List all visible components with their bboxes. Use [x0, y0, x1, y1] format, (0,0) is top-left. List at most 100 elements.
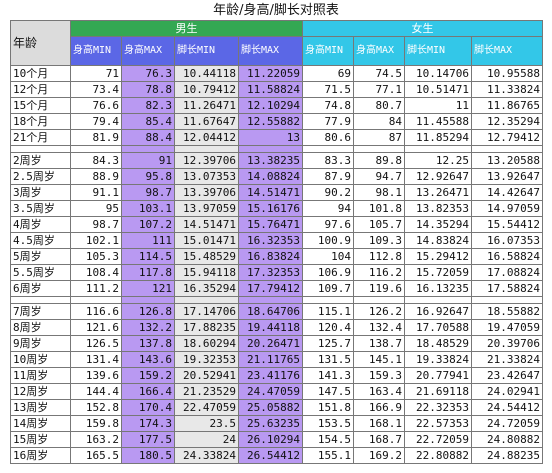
value-cell: 11.67647: [174, 113, 239, 130]
column-header-row: 身高MIN 身高MAX 脚长MIN 脚长MAX 身高MIN 身高MAX 脚长MI…: [11, 36, 543, 66]
divider-cell: [404, 296, 472, 304]
value-cell: 24.54412: [471, 399, 543, 416]
girl-height-max-header: 身高MAX: [353, 36, 405, 66]
value-cell: 19.33824: [404, 351, 472, 368]
value-cell: 13.39706: [174, 184, 239, 201]
value-cell: 25.63235: [238, 415, 303, 432]
value-cell: 15.94118: [174, 264, 239, 281]
value-cell: 24.02941: [471, 383, 543, 400]
value-cell: 11: [404, 97, 472, 114]
value-cell: 12.55882: [238, 113, 303, 130]
value-cell: 20.39706: [471, 335, 543, 352]
value-cell: 101.8: [353, 200, 405, 217]
age-cell: 3周岁: [10, 184, 71, 201]
value-cell: 77.9: [302, 113, 354, 130]
value-cell: 17.79412: [238, 280, 303, 297]
girl-foot-max-header: 脚长MAX: [471, 36, 543, 66]
value-cell: 14.83824: [404, 232, 472, 249]
value-cell: 166.9: [353, 399, 405, 416]
value-cell: 12.39706: [174, 152, 239, 169]
value-cell: 153.5: [302, 415, 354, 432]
value-cell: 100.9: [302, 232, 354, 249]
value-cell: 159.8: [70, 415, 122, 432]
table-row: 3.5周岁 95 103.1 13.97059 15.16176 94 101.8 13.82…: [10, 200, 543, 217]
value-cell: 81.9: [70, 129, 122, 146]
value-cell: 17.14706: [174, 303, 239, 320]
value-cell: 18.48529: [404, 335, 472, 352]
divider-cell: [174, 296, 239, 304]
divider-cell: [471, 296, 543, 304]
table-row: 2周岁 84.3 91 12.39706 13.38235 83.3 89.8 12.25 13…: [10, 152, 543, 169]
value-cell: 87: [353, 129, 405, 146]
value-cell: 141.3: [302, 367, 354, 384]
value-cell: 16.92647: [404, 303, 472, 320]
value-cell: 95: [70, 200, 122, 217]
age-cell: 3.5周岁: [10, 200, 71, 217]
divider-cell: [121, 145, 175, 153]
age-cell: 10个月: [10, 65, 71, 82]
value-cell: 159.3: [353, 367, 405, 384]
value-cell: 16.35294: [174, 280, 239, 297]
value-cell: 17.58824: [471, 280, 543, 297]
value-cell: 26.10294: [238, 431, 303, 448]
table-row: 7周岁 116.6 126.8 17.14706 18.64706 115.1 126.2 1…: [10, 303, 543, 320]
value-cell: 14.51471: [238, 184, 303, 201]
table-row: 11周岁 139.6 159.2 20.52941 23.41176 141.3 159.3…: [10, 367, 543, 384]
value-cell: 11.86765: [471, 97, 543, 114]
age-height-foot-table: 年龄 男生 女生 身高MIN 身高MAX 脚长MIN 脚长MAX 身高MIN 身…: [10, 20, 543, 464]
value-cell: 19.47059: [471, 319, 543, 336]
value-cell: 24: [174, 431, 239, 448]
value-cell: 139.6: [70, 367, 122, 384]
value-cell: 109.7: [302, 280, 354, 297]
table-container: 年龄/身高/脚长对照表 年龄 男生 女生 身高MIN 身高MAX 脚长MIN 脚…: [10, 2, 543, 464]
value-cell: 95.8: [121, 168, 175, 185]
value-cell: 15.29412: [404, 248, 472, 265]
group-header-row: 年龄 男生 女生: [10, 20, 543, 66]
divider-cell: [353, 296, 405, 304]
table-row: 8周岁 121.6 132.2 17.88235 19.44118 120.4 132.4 1…: [10, 319, 543, 336]
section-divider: [10, 296, 543, 304]
value-cell: 14.97059: [471, 200, 543, 217]
divider-cell: [70, 145, 122, 153]
value-cell: 126.2: [353, 303, 405, 320]
value-cell: 170.4: [121, 399, 175, 416]
value-cell: 10.95588: [471, 65, 543, 82]
section-divider: [10, 145, 543, 153]
value-cell: 71: [70, 65, 122, 82]
value-cell: 15.48529: [174, 248, 239, 265]
value-cell: 13.97059: [174, 200, 239, 217]
value-cell: 20.77941: [404, 367, 472, 384]
value-cell: 16.13235: [404, 280, 472, 297]
age-cell: 14周岁: [10, 415, 71, 432]
value-cell: 24.72059: [471, 415, 543, 432]
value-cell: 84.3: [70, 152, 122, 169]
value-cell: 116.2: [353, 264, 405, 281]
age-cell: 5周岁: [10, 248, 71, 265]
value-cell: 91: [121, 152, 175, 169]
value-cell: 105.7: [353, 216, 405, 233]
age-cell: 9周岁: [10, 335, 71, 352]
value-cell: 132.2: [121, 319, 175, 336]
value-cell: 145.1: [353, 351, 405, 368]
value-cell: 78.8: [121, 81, 175, 98]
value-cell: 11.26471: [174, 97, 239, 114]
value-cell: 11.85294: [404, 129, 472, 146]
value-cell: 147.5: [302, 383, 354, 400]
value-cell: 11.33824: [471, 81, 543, 98]
girl-group-header: 女生: [302, 20, 543, 37]
value-cell: 13.92647: [471, 168, 543, 185]
value-cell: 151.8: [302, 399, 354, 416]
value-cell: 23.41176: [238, 367, 303, 384]
value-cell: 131.5: [302, 351, 354, 368]
value-cell: 22.47059: [174, 399, 239, 416]
value-cell: 144.4: [70, 383, 122, 400]
value-cell: 126.5: [70, 335, 122, 352]
value-cell: 17.88235: [174, 319, 239, 336]
value-cell: 24.88235: [471, 447, 543, 464]
value-cell: 15.76471: [238, 216, 303, 233]
age-cell: 2.5周岁: [10, 168, 71, 185]
age-cell: 21个月: [10, 129, 71, 146]
boy-height-min-header: 身高MIN: [70, 36, 122, 66]
value-cell: 104: [302, 248, 354, 265]
divider-cell: [174, 145, 239, 153]
